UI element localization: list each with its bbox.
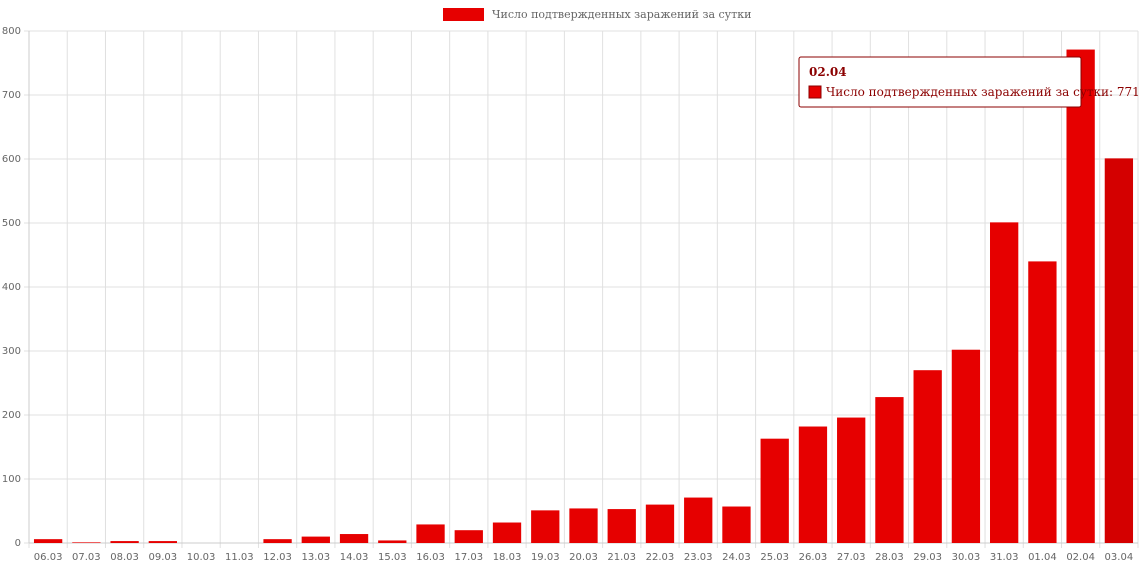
x-tick-label: 31.03 bbox=[990, 552, 1019, 563]
y-tick-label: 300 bbox=[2, 346, 21, 357]
x-tick-label: 17.03 bbox=[454, 552, 483, 563]
x-tick-label: 06.03 bbox=[34, 552, 63, 563]
y-tick-label: 100 bbox=[2, 474, 21, 485]
x-tick-label: 26.03 bbox=[799, 552, 828, 563]
x-tick-label: 13.03 bbox=[301, 552, 330, 563]
x-tick-label: 19.03 bbox=[531, 552, 560, 563]
bar-31-03[interactable] bbox=[990, 222, 1019, 544]
bar-24-03[interactable] bbox=[722, 506, 751, 543]
bar-08-03[interactable] bbox=[110, 541, 139, 543]
y-tick-label: 200 bbox=[2, 410, 21, 421]
y-tick-label: 500 bbox=[2, 218, 21, 229]
bar-13-03[interactable] bbox=[301, 536, 330, 543]
tooltip-title: 02.04 bbox=[809, 65, 847, 79]
legend-swatch bbox=[443, 8, 484, 21]
x-tick-label: 18.03 bbox=[493, 552, 522, 563]
bar-02-04[interactable] bbox=[1066, 49, 1095, 544]
x-tick-label: 09.03 bbox=[149, 552, 178, 563]
x-tick-label: 03.04 bbox=[1105, 552, 1134, 563]
x-tick-label: 24.03 bbox=[722, 552, 751, 563]
x-tick-label: 27.03 bbox=[837, 552, 866, 563]
y-tick-label: 0 bbox=[15, 538, 21, 549]
bar-18-03[interactable] bbox=[492, 522, 522, 543]
tooltip-box bbox=[798, 56, 1082, 108]
x-tick-label: 14.03 bbox=[340, 552, 369, 563]
x-tick-label: 30.03 bbox=[952, 552, 981, 563]
bar-16-03[interactable] bbox=[416, 524, 445, 543]
y-tick-label: 700 bbox=[2, 90, 21, 101]
bar-29-03[interactable] bbox=[913, 370, 942, 543]
x-tick-label: 10.03 bbox=[187, 552, 216, 563]
x-tick-label: 08.03 bbox=[110, 552, 139, 563]
x-tick-label: 12.03 bbox=[263, 552, 292, 563]
bar-12-03[interactable] bbox=[263, 539, 292, 543]
x-tick-label: 16.03 bbox=[416, 552, 445, 563]
bar-30-03[interactable] bbox=[951, 349, 981, 543]
tooltip-text: Число подтвержденных заражений за сутки:… bbox=[826, 85, 1140, 99]
bar-19-03[interactable] bbox=[531, 510, 560, 543]
grid-lines bbox=[28, 30, 1139, 544]
bar-03-04[interactable] bbox=[1104, 158, 1134, 544]
legend[interactable]: Число подтвержденных заражений за сутки bbox=[443, 8, 751, 21]
y-axis: 0 100 200 300 400 500 600 700 800 bbox=[2, 26, 30, 549]
bar-25-03[interactable] bbox=[760, 438, 789, 543]
bar-28-03[interactable] bbox=[875, 397, 904, 543]
bar-14-03[interactable] bbox=[339, 534, 369, 543]
x-tick-label: 23.03 bbox=[684, 552, 713, 563]
x-tick-label: 11.03 bbox=[225, 552, 254, 563]
bar-15-03[interactable] bbox=[378, 540, 407, 543]
tooltip: 02.04 Число подтвержденных заражений за … bbox=[798, 56, 1140, 108]
x-tick-label: 28.03 bbox=[875, 552, 904, 563]
x-axis: 06.03 07.03 08.03 09.03 10.03 11.03 12.03 13.03… bbox=[28, 542, 1139, 563]
bar-22-03[interactable] bbox=[645, 504, 675, 543]
legend-label: Число подтвержденных заражений за сутки bbox=[492, 8, 751, 21]
x-tick-label: 25.03 bbox=[760, 552, 789, 563]
x-tick-label: 07.03 bbox=[72, 552, 101, 563]
bar-09-03[interactable] bbox=[148, 541, 177, 543]
y-tick-label: 400 bbox=[2, 282, 21, 293]
x-tick-label: 29.03 bbox=[913, 552, 942, 563]
bar-20-03[interactable] bbox=[569, 508, 598, 543]
bar-01-04[interactable] bbox=[1028, 261, 1057, 543]
x-tick-label: 20.03 bbox=[569, 552, 598, 563]
bar-27-03[interactable] bbox=[837, 417, 866, 543]
bar-17-03[interactable] bbox=[454, 530, 483, 543]
y-tick-label: 600 bbox=[2, 154, 21, 165]
bar-series bbox=[33, 49, 1134, 544]
bar-26-03[interactable] bbox=[798, 426, 828, 543]
x-tick-label: 22.03 bbox=[646, 552, 675, 563]
bar-06-03[interactable] bbox=[33, 539, 63, 543]
x-tick-label: 01.04 bbox=[1028, 552, 1057, 563]
y-tick-label: 800 bbox=[2, 26, 21, 37]
bar-07-03[interactable] bbox=[72, 542, 101, 543]
x-tick-label: 21.03 bbox=[607, 552, 636, 563]
bar-23-03[interactable] bbox=[684, 497, 713, 543]
bar-21-03[interactable] bbox=[607, 509, 636, 543]
x-tick-label: 02.04 bbox=[1066, 552, 1095, 563]
tooltip-swatch bbox=[808, 85, 822, 99]
x-tick-label: 15.03 bbox=[378, 552, 407, 563]
